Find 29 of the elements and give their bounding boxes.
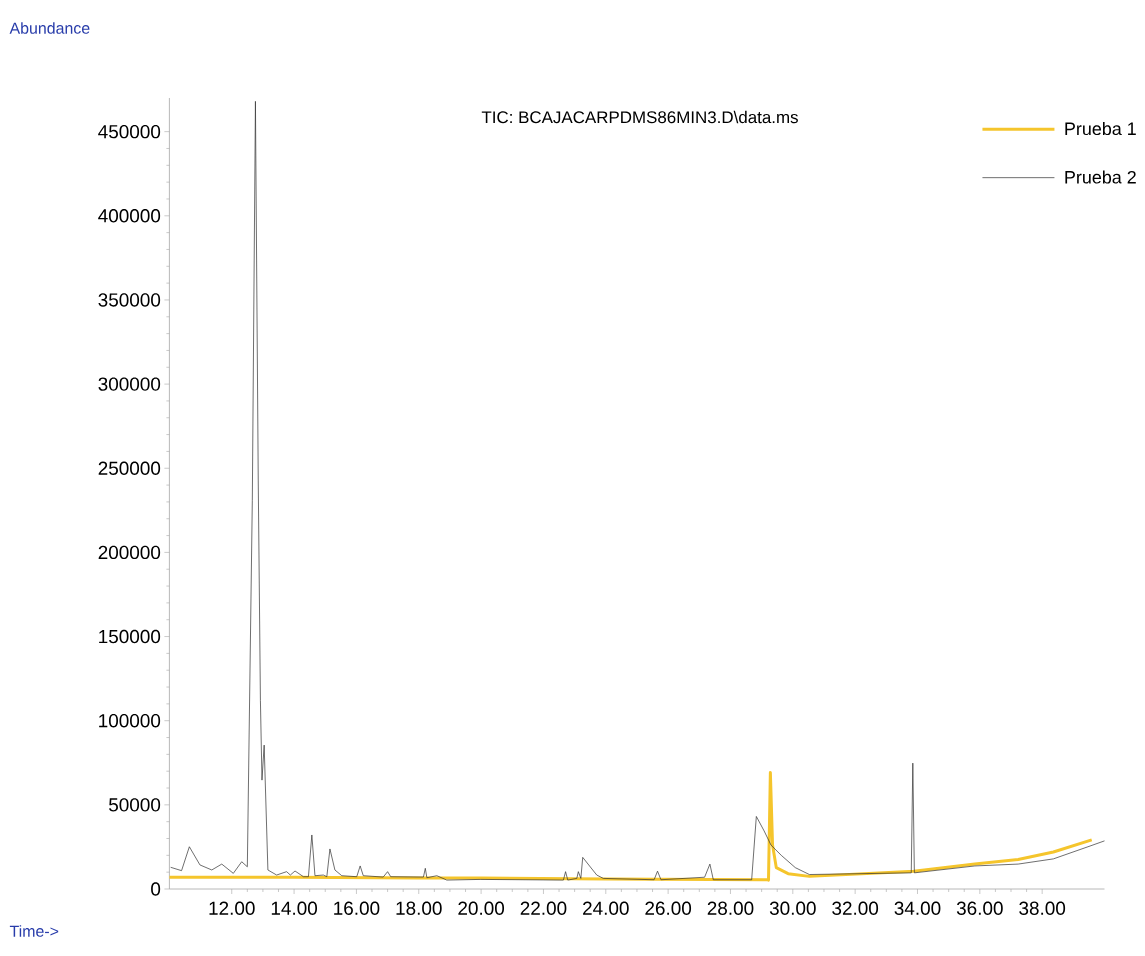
legend-label: Prueba 2	[1065, 170, 1136, 184]
x-tick-label: 20.00	[458, 901, 505, 915]
x-tick-label: 36.00	[956, 901, 1003, 915]
y-tick-label: 0	[151, 882, 161, 896]
y-tick-label: 300000	[98, 377, 161, 391]
y-axis-title: Abundance	[9, 22, 90, 34]
y-tick-label: 200000	[98, 545, 161, 560]
y-tick-label: 250000	[98, 461, 161, 475]
x-tick-label: 38.00	[1019, 901, 1066, 915]
x-tick-label: 12.00	[209, 901, 255, 915]
x-tick-label: 26.00	[645, 901, 692, 915]
y-tick-label: 100000	[99, 714, 161, 728]
legend-label: Prueba 1	[1065, 121, 1136, 136]
x-tick-label: 30.00	[769, 901, 816, 915]
x-axis-title: Time->	[9, 925, 59, 937]
text: TIC: BCAJACARPDMS86MIN3.D\data.ms	[481, 110, 798, 124]
x-tick-label: 34.00	[894, 901, 941, 915]
y-tick-label: 400000	[98, 209, 161, 223]
y-tick-label: 50000	[108, 798, 161, 812]
y-tick-label: 450000	[98, 124, 161, 139]
x-tick-label: 14.00	[271, 901, 318, 915]
y-tick-label: 350000	[98, 293, 161, 307]
x-tick-label: 16.00	[334, 901, 380, 915]
y-tick-label: 150000	[99, 629, 161, 644]
x-tick-label: 24.00	[583, 901, 629, 915]
x-tick-label: 32.00	[832, 901, 879, 915]
x-tick-label: 22.00	[520, 901, 567, 915]
x-tick-label: 18.00	[396, 901, 442, 915]
x-tick-label: 28.00	[707, 901, 754, 915]
